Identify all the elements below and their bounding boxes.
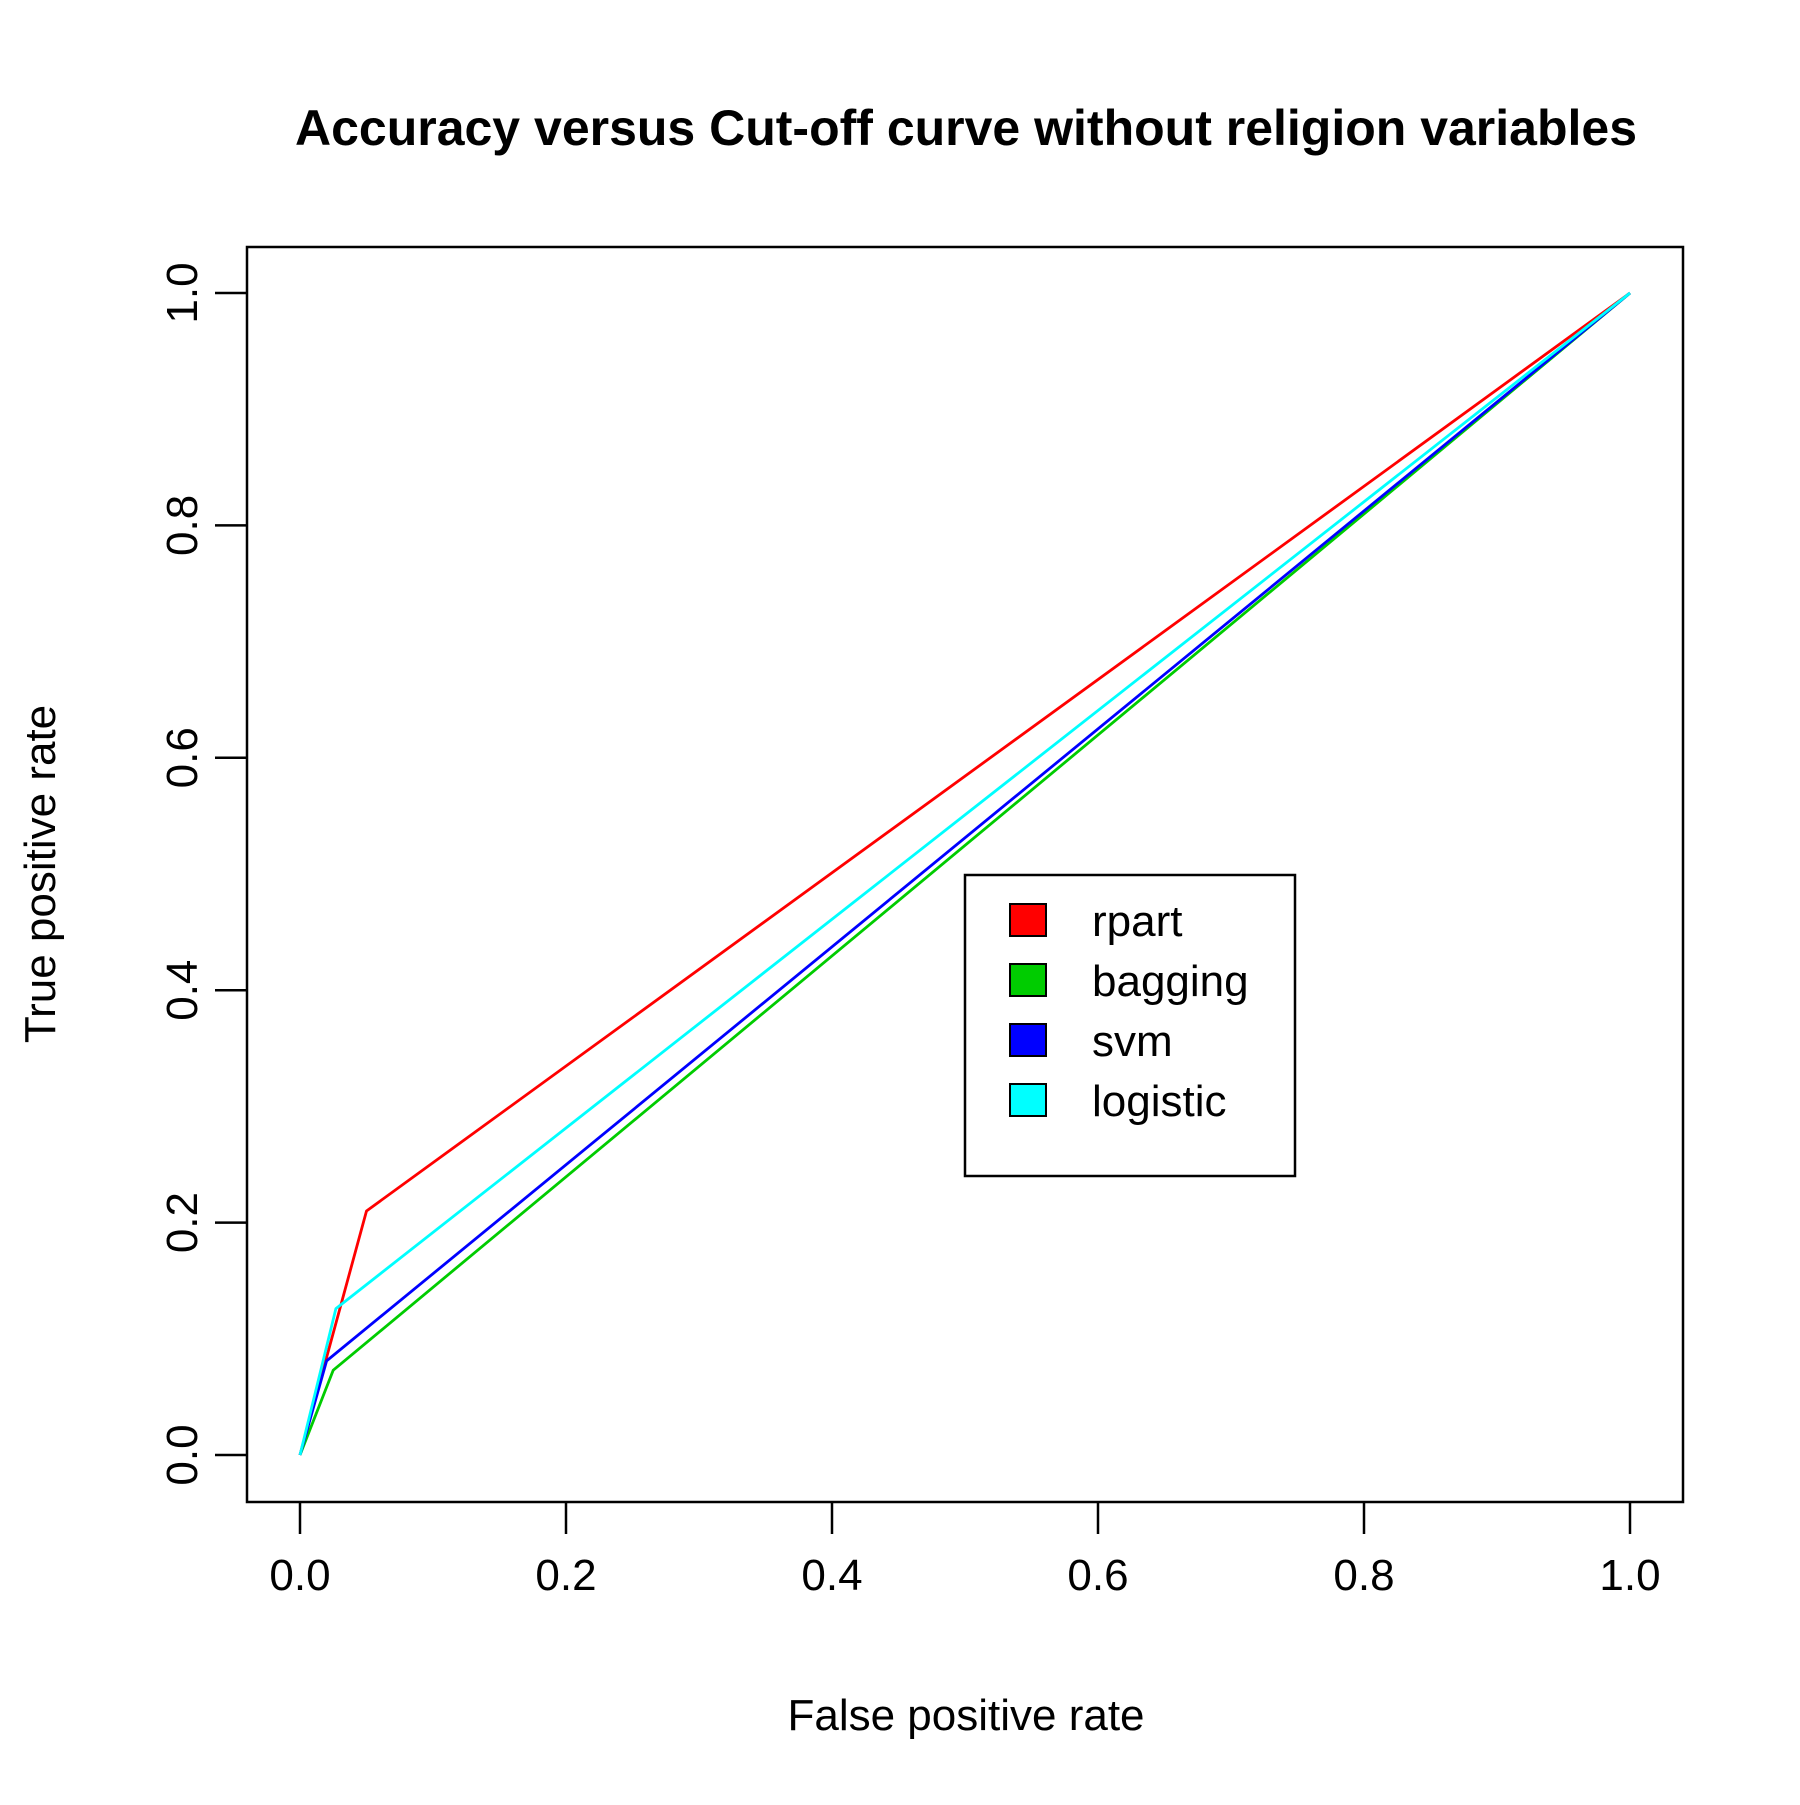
legend-label-svm: svm (1092, 1017, 1173, 1066)
legend-swatch-logistic (1009, 1083, 1047, 1117)
y-tick-label: 0.4 (158, 960, 207, 1021)
y-tick-label: 0.0 (158, 1424, 207, 1485)
x-axis-label: False positive rate (787, 1691, 1144, 1740)
x-tick-label: 0.2 (535, 1551, 596, 1600)
y-axis-label: True positive rate (16, 705, 65, 1043)
y-axis: 0.0 0.2 0.4 0.6 0.8 1.0 (158, 262, 247, 1486)
legend-swatch-bagging (1009, 963, 1047, 997)
y-tick-label: 0.8 (158, 495, 207, 556)
legend-items: rpart bagging svm logistic (1009, 897, 1249, 1126)
series-line-bagging (298, 291, 1631, 1456)
x-tick-label: 0.8 (1333, 1551, 1394, 1600)
chart-title: Accuracy versus Cut-off curve without re… (295, 100, 1637, 156)
y-tick-label: 0.6 (158, 727, 207, 788)
x-tick-label: 1.0 (1599, 1551, 1660, 1600)
y-tick-label: 0.2 (158, 1192, 207, 1253)
legend-swatch-svm (1009, 1023, 1047, 1057)
series-line-logistic (298, 291, 1631, 1456)
legend-swatch-rpart (1009, 903, 1047, 937)
series-lines (298, 291, 1631, 1456)
x-tick-label: 0.4 (801, 1551, 862, 1600)
legend-label-logistic: logistic (1092, 1077, 1227, 1126)
x-tick-label: 0.0 (269, 1551, 330, 1600)
x-tick-label: 0.6 (1067, 1551, 1128, 1600)
y-tick-label: 1.0 (158, 262, 207, 323)
legend: rpart bagging svm logistic (963, 873, 1297, 1178)
legend-label-rpart: rpart (1092, 897, 1182, 946)
plot-frame (245, 245, 1685, 1504)
legend-label-bagging: bagging (1092, 957, 1249, 1006)
x-axis: 0.0 0.2 0.4 0.6 0.8 1.0 (269, 1502, 1661, 1600)
